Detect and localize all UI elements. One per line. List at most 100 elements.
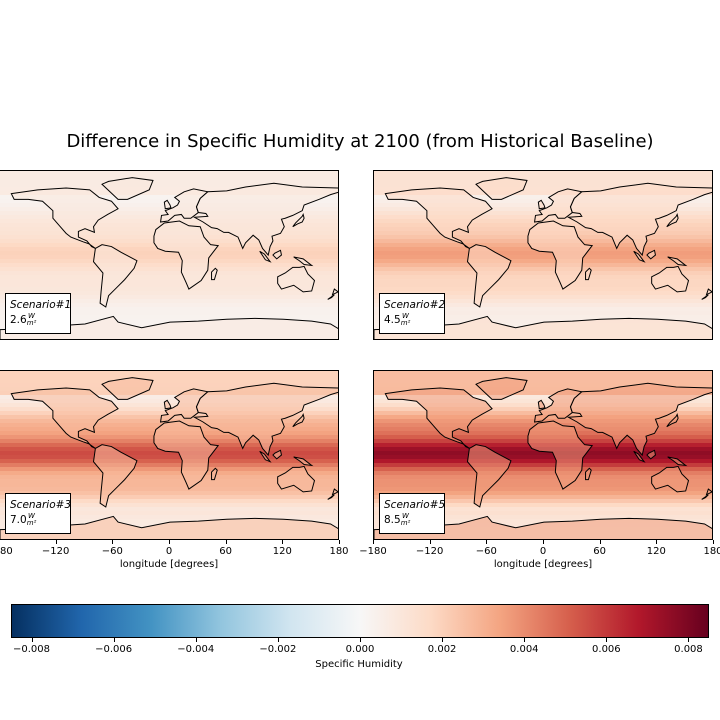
continent-outline xyxy=(646,249,656,260)
humidity-band xyxy=(374,475,712,480)
continent-outline xyxy=(633,250,646,263)
continent-outline xyxy=(374,515,712,539)
continent-outline xyxy=(585,267,592,281)
continent-outline xyxy=(192,382,338,457)
continent-outline xyxy=(667,456,688,467)
humidity-band xyxy=(374,311,712,316)
x-tick xyxy=(599,540,601,544)
humidity-band xyxy=(374,195,712,200)
continent-outline xyxy=(701,294,709,300)
colorbar-tick xyxy=(606,638,608,642)
humidity-band xyxy=(0,451,338,456)
colorbar-tick xyxy=(360,638,361,642)
colorbar-tick-label: 0.006 xyxy=(592,644,621,655)
x-tick-label: 0 xyxy=(539,546,547,557)
forcing-value: 4.5 xyxy=(384,314,401,326)
humidity-band xyxy=(0,511,338,516)
humidity-band xyxy=(0,175,338,180)
x-tick-label: 0 xyxy=(165,546,173,557)
x-tick-label: −120 xyxy=(41,546,70,557)
x-tick xyxy=(55,540,57,544)
colorbar-tick-label: 0.008 xyxy=(674,644,703,655)
continent-outline xyxy=(331,288,338,296)
x-tick-label: −180 xyxy=(0,546,13,557)
humidity-band xyxy=(0,483,338,488)
continent-outline xyxy=(651,465,690,493)
x-tick xyxy=(429,540,431,544)
scenario-name: Scenario#2 xyxy=(384,299,446,311)
continent-outline xyxy=(466,444,512,508)
colorbar-tick xyxy=(688,638,690,642)
continent-outline xyxy=(466,244,512,308)
continent-outline xyxy=(537,199,546,210)
x-tick-label: −60 xyxy=(101,546,123,557)
humidity-band xyxy=(374,503,712,508)
x-tick xyxy=(169,540,170,544)
continent-outline xyxy=(666,413,679,428)
forcing-value: 8.5 xyxy=(384,514,401,526)
humidity-band xyxy=(0,307,338,312)
humidity-band xyxy=(374,287,712,292)
humidity-band xyxy=(374,467,712,472)
x-tick-label: 180 xyxy=(329,546,349,557)
continent-outline xyxy=(651,265,690,293)
continent-outline xyxy=(211,267,218,281)
colorbar-tick xyxy=(524,638,526,642)
humidity-band xyxy=(374,419,712,424)
x-tick-label: 120 xyxy=(646,546,666,557)
humidity-band xyxy=(0,291,338,296)
humidity-band xyxy=(0,295,338,300)
humidity-band xyxy=(374,383,712,388)
x-tick xyxy=(112,540,114,544)
humidity-band xyxy=(374,459,712,464)
humidity-band xyxy=(0,187,338,192)
humidity-band xyxy=(0,487,338,492)
humidity-band xyxy=(0,251,338,256)
x-tick xyxy=(373,540,374,544)
continent-outline xyxy=(277,465,316,493)
humidity-band xyxy=(374,387,712,392)
humidity-band xyxy=(374,451,712,456)
humidity-band xyxy=(0,267,338,272)
continent-outline xyxy=(159,188,209,223)
colorbar xyxy=(11,604,709,638)
humidity-band xyxy=(0,419,338,424)
humidity-band xyxy=(374,371,712,376)
humidity-band xyxy=(374,295,712,300)
continent-outline xyxy=(566,182,712,257)
colorbar-label: Specific Humidity xyxy=(315,659,403,670)
humidity-band xyxy=(0,459,338,464)
continent-outline xyxy=(585,467,592,481)
scenario-name: Scenario#3 xyxy=(10,499,72,511)
x-tick xyxy=(713,540,714,544)
continent-outline xyxy=(666,213,679,228)
continent-outline xyxy=(259,250,272,263)
humidity-band xyxy=(0,171,338,176)
humidity-band xyxy=(0,199,338,204)
humidity-band xyxy=(374,263,712,268)
colorbar-tick xyxy=(31,638,33,642)
continent-outline xyxy=(533,188,583,223)
humidity-band xyxy=(0,315,338,320)
humidity-band xyxy=(0,263,338,268)
humidity-band xyxy=(374,307,712,312)
continent-outline xyxy=(331,488,338,496)
continent-outline xyxy=(92,444,138,508)
humidity-band xyxy=(374,271,712,276)
humidity-band xyxy=(0,371,338,376)
humidity-band xyxy=(374,187,712,192)
humidity-band xyxy=(0,495,338,500)
continent-outline xyxy=(374,315,712,339)
continent-outline xyxy=(92,244,138,308)
humidity-band xyxy=(374,291,712,296)
humidity-band xyxy=(374,399,712,404)
humidity-band xyxy=(374,391,712,396)
humidity-band xyxy=(374,483,712,488)
